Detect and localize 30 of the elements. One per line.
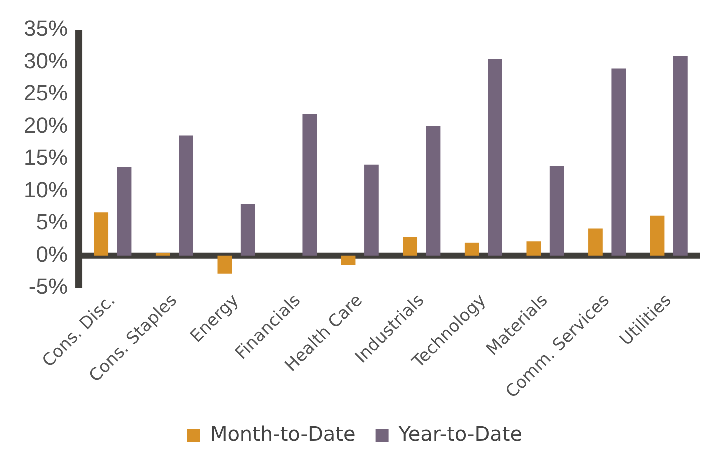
- bar: [612, 68, 626, 256]
- y-tick-label: 15%: [24, 145, 68, 170]
- bar: [403, 237, 418, 256]
- bar: [464, 242, 480, 256]
- bar: [218, 256, 232, 274]
- y-tick-label: 35%: [24, 16, 68, 42]
- bar: [117, 167, 132, 256]
- bar: [526, 242, 542, 256]
- legend-label: Year-to-Date: [398, 422, 523, 446]
- y-tick-label: 5%: [36, 210, 68, 235]
- bar: [302, 114, 318, 256]
- y-tick-label: 25%: [24, 80, 68, 106]
- y-tick-label: 20%: [24, 112, 68, 138]
- bar: [674, 56, 688, 256]
- bar: [550, 166, 564, 256]
- y-tick-label: 0%: [36, 242, 68, 267]
- bar: [94, 212, 109, 256]
- bar: [588, 228, 603, 256]
- legend-label: Month-to-Date: [210, 422, 356, 446]
- y-tick-label: 10%: [24, 177, 68, 202]
- bar: [426, 126, 441, 256]
- bar: [488, 59, 502, 256]
- y-tick-label: 30%: [24, 48, 68, 74]
- bar: [240, 204, 256, 256]
- y-tick-label: -5%: [28, 274, 68, 300]
- bar: [156, 253, 170, 256]
- bar: [341, 256, 356, 266]
- bar: [650, 216, 665, 256]
- bar: [179, 136, 194, 256]
- bar: [364, 164, 379, 256]
